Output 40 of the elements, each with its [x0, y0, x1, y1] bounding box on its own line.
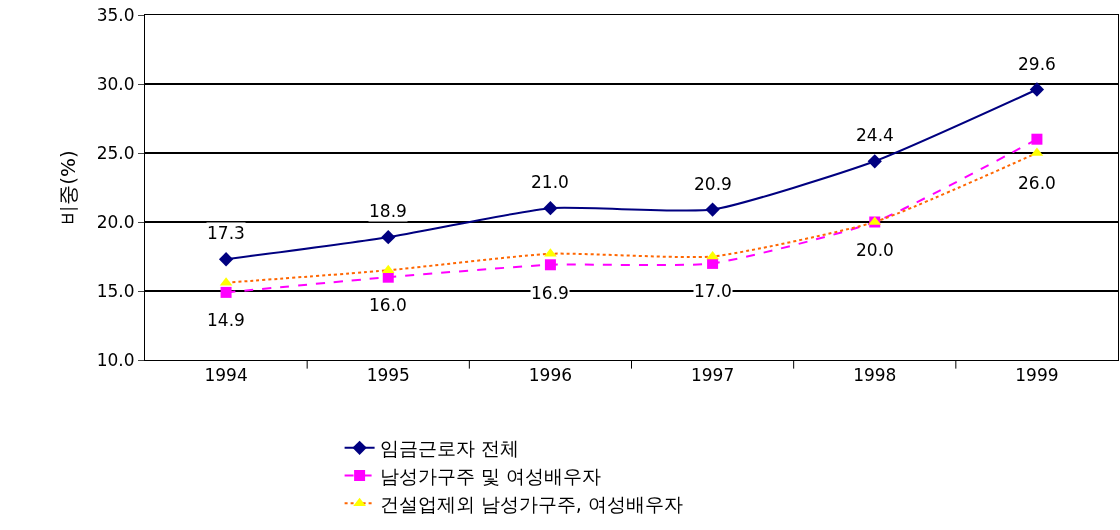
x-tick-label: 1997	[690, 365, 735, 386]
y-tick-label: 20.0	[96, 211, 135, 232]
point	[867, 154, 882, 169]
point	[218, 252, 234, 267]
point	[1029, 82, 1045, 97]
y-tick-label: 10.0	[96, 349, 135, 370]
y-tick-label: 25.0	[96, 142, 135, 163]
data-label: 20.0	[856, 240, 894, 260]
data-label: 17.3	[207, 223, 245, 243]
data-label: 26.0	[1018, 173, 1056, 193]
data-label: 24.4	[856, 125, 894, 145]
point	[382, 271, 394, 283]
y-tick-label: 15.0	[96, 280, 135, 301]
data-label: 20.9	[694, 174, 732, 194]
x-tick-label: 1995	[366, 365, 410, 386]
data-label: 29.6	[1018, 54, 1056, 74]
x-tick-label: 1998	[853, 365, 897, 386]
y-axis-title: 비중(%)	[56, 150, 81, 225]
point	[705, 202, 720, 217]
legend-label: 남성가구주 및 여성배우자	[379, 464, 601, 487]
point	[220, 286, 232, 298]
legend-label: 임금근로자 전체	[379, 437, 519, 460]
data-label: 14.9	[207, 310, 245, 330]
point	[707, 257, 719, 269]
data-label: 17.0	[694, 281, 732, 301]
x-tick-label: 1994	[204, 365, 248, 386]
x-tick-label: 1999	[1015, 365, 1059, 386]
y-tick-label: 30.0	[96, 73, 135, 94]
point	[544, 259, 556, 271]
data-label: 16.0	[369, 295, 407, 315]
x-tick-label: 1996	[528, 365, 573, 386]
data-label: 18.9	[369, 201, 407, 221]
point	[543, 201, 558, 216]
point	[381, 264, 395, 274]
point	[1031, 133, 1043, 145]
data-label: 16.9	[531, 283, 569, 303]
data-label: 21.0	[531, 172, 569, 192]
point	[381, 230, 396, 245]
legend-label: 건설업제외 남성가구주, 여성배우자	[379, 492, 683, 515]
y-tick-label: 35.0	[96, 4, 135, 25]
